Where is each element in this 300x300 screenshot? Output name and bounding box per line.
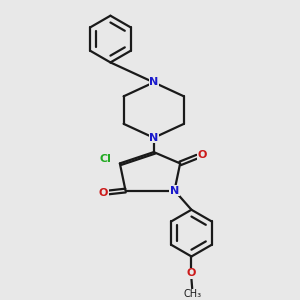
Text: N: N (170, 185, 179, 196)
Text: Cl: Cl (100, 154, 112, 164)
Text: N: N (149, 133, 158, 143)
Text: CH₃: CH₃ (183, 289, 201, 299)
Text: O: O (187, 268, 196, 278)
Text: N: N (149, 77, 158, 87)
Text: O: O (99, 188, 108, 198)
Text: O: O (197, 151, 207, 160)
